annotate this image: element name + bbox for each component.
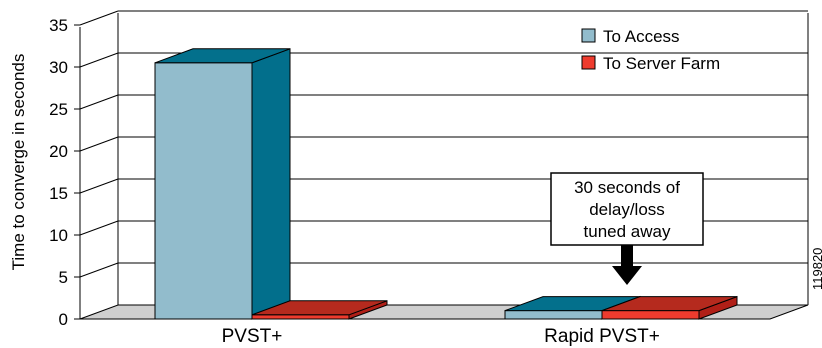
annotation-line-2: delay/loss — [589, 200, 665, 219]
figure-id: 119820 — [810, 248, 822, 290]
gridline-side — [79, 178, 119, 194]
legend-label-to-server-farm: To Server Farm — [603, 54, 720, 73]
bar-pvst--to-server-farm — [251, 300, 388, 320]
annotation-arrow — [612, 245, 642, 285]
bar-side — [251, 48, 291, 320]
category-label: Rapid PVST+ — [544, 326, 660, 347]
bar-pvst--to-access — [154, 48, 291, 320]
annotation: 30 seconds of delay/loss tuned away — [550, 172, 704, 285]
bar-front — [504, 310, 603, 320]
bar-front — [601, 310, 700, 320]
gridline-side — [79, 52, 119, 68]
gridline-side — [79, 10, 119, 26]
bar-top — [251, 300, 388, 316]
y-tick-label: 25 — [49, 100, 68, 119]
y-axis-label: Time to converge in seconds — [9, 54, 28, 271]
gridline-side — [79, 94, 119, 110]
y-axis-ticks: 0 5 10 15 20 25 30 35 — [49, 16, 80, 329]
bar-top — [154, 48, 291, 64]
legend-label-to-access: To Access — [603, 27, 680, 46]
y-tick-label: 30 — [49, 58, 68, 77]
bar-front — [251, 314, 350, 320]
legend: To Access To Server Farm — [581, 27, 720, 73]
annotation-box — [550, 172, 704, 246]
legend-swatch-to-server-farm — [581, 55, 596, 70]
bar-front — [154, 62, 253, 320]
annotation-line-1: 30 seconds of — [574, 178, 680, 197]
y-tick-label: 15 — [49, 184, 68, 203]
bars — [154, 48, 738, 320]
bar-top — [601, 296, 738, 312]
y-tick-label: 35 — [49, 16, 68, 35]
y-tick-label: 5 — [59, 268, 68, 287]
gridline-side — [79, 220, 119, 236]
legend-swatch-to-access — [581, 28, 596, 43]
gridline-side — [79, 136, 119, 152]
bar-rapid-pvst--to-server-farm — [601, 295, 738, 320]
category-labels: PVST+ Rapid PVST+ — [222, 326, 660, 347]
y-tick-label: 20 — [49, 142, 68, 161]
category-label: PVST+ — [222, 326, 283, 347]
annotation-line-3: tuned away — [584, 222, 671, 241]
y-tick-label: 10 — [49, 226, 68, 245]
y-tick-label: 0 — [59, 310, 68, 329]
gridline-side — [79, 262, 119, 278]
